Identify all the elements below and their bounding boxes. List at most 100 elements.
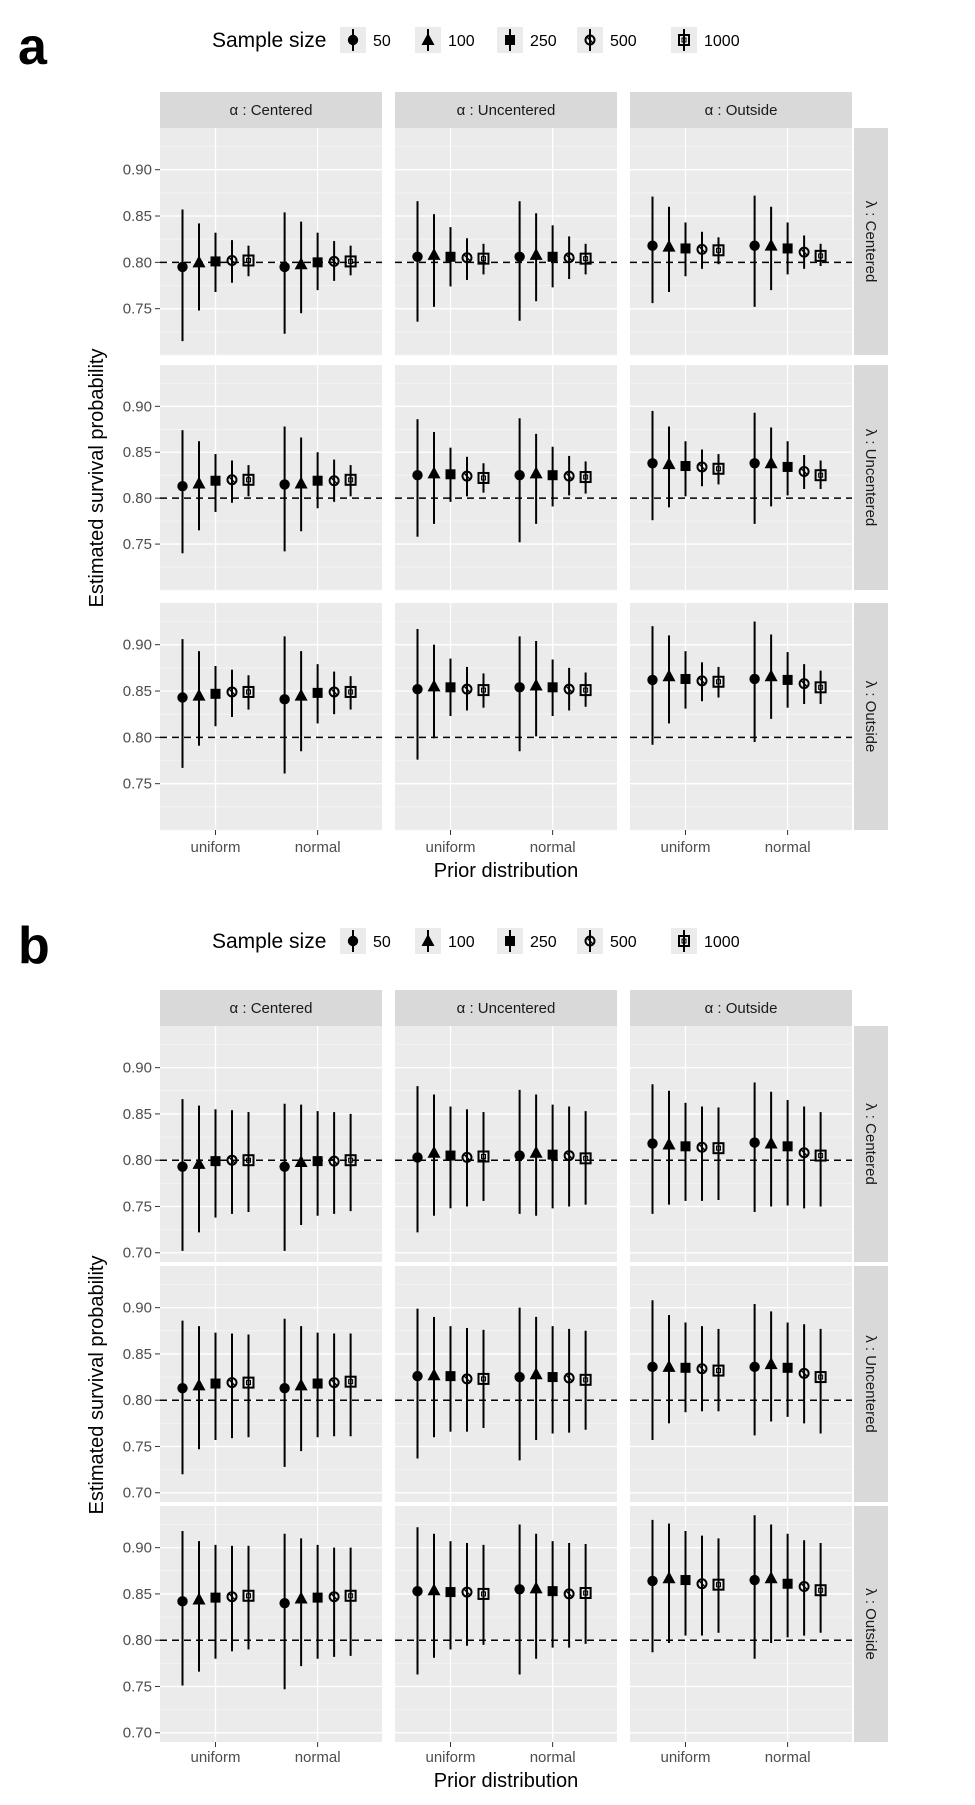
- point-marker: [294, 1155, 308, 1168]
- point-marker: [177, 1382, 188, 1394]
- point-marker-inner: [716, 679, 721, 685]
- point-marker: [177, 1596, 188, 1607]
- point-marker: [579, 1152, 592, 1165]
- point-marker: [412, 251, 423, 262]
- panel-background: [160, 128, 382, 355]
- point-marker: [529, 1145, 543, 1158]
- y-tick-label: 0.80: [123, 1392, 152, 1409]
- point-marker: [294, 1591, 308, 1604]
- y-tick-label: 0.80: [123, 1152, 152, 1169]
- point-marker: [242, 685, 255, 698]
- point-marker: [328, 475, 340, 487]
- facet-panel: [395, 603, 617, 831]
- point-marker: [445, 1587, 456, 1598]
- column-strip: [395, 92, 617, 128]
- row-strip: [854, 128, 888, 355]
- y-tick-label: 0.75: [123, 1678, 152, 1695]
- point-marker: [344, 1375, 357, 1388]
- point-marker: [412, 1370, 423, 1382]
- point-marker: [294, 688, 308, 701]
- point-marker: [226, 254, 238, 266]
- legend-key-marker: [421, 934, 435, 946]
- point-marker: [242, 1589, 255, 1602]
- point-marker: [477, 1150, 490, 1163]
- point-marker: [680, 1141, 691, 1152]
- facet-panel: [630, 1266, 852, 1502]
- point-marker: [477, 252, 490, 265]
- point-marker-inner: [348, 258, 354, 264]
- point-marker: [461, 683, 473, 695]
- point-marker-inner: [583, 474, 589, 480]
- point-marker: [192, 1156, 206, 1169]
- point-marker: [814, 249, 827, 262]
- point-marker-cross: [800, 467, 809, 476]
- point-marker: [412, 1152, 423, 1163]
- point-marker: [427, 247, 441, 260]
- point-marker: [210, 688, 221, 699]
- point-marker-inner: [818, 253, 824, 259]
- point-marker-inner: [481, 1376, 486, 1382]
- facet-panel: [630, 603, 852, 831]
- point-marker: [279, 1382, 290, 1394]
- point-marker-cross: [565, 1373, 574, 1383]
- point-marker: [696, 461, 708, 473]
- column-strip: [160, 92, 382, 128]
- x-tick-label: normal: [530, 1749, 576, 1766]
- point-marker-cross: [800, 1582, 809, 1591]
- point-marker: [226, 1377, 238, 1389]
- row-strip-label: λ : Uncentered: [862, 429, 879, 527]
- y-tick-label: 0.85: [123, 1346, 152, 1363]
- point-marker: [680, 673, 691, 684]
- point-marker: [798, 1581, 810, 1593]
- point-marker: [529, 678, 543, 691]
- y-tick-label: 0.75: [123, 1198, 152, 1215]
- legend-title: Sample size: [212, 29, 326, 52]
- point-marker: [279, 1597, 290, 1609]
- point-marker: [427, 1145, 441, 1158]
- point-marker: [210, 1156, 221, 1167]
- point-marker: [662, 669, 676, 682]
- point-marker: [696, 1578, 708, 1590]
- point-marker: [579, 1373, 592, 1386]
- point-marker-inner: [246, 257, 251, 263]
- point-marker: [192, 1592, 206, 1605]
- point-marker: [798, 678, 810, 690]
- point-marker: [547, 1372, 558, 1383]
- point-marker: [782, 243, 793, 254]
- point-marker: [312, 1592, 323, 1603]
- point-marker-cross: [697, 245, 707, 254]
- point-marker-inner: [481, 1591, 486, 1597]
- point-marker-inner: [716, 466, 721, 472]
- point-marker-cross: [330, 257, 339, 266]
- point-marker-cross: [330, 1378, 339, 1387]
- point-marker: [312, 687, 323, 698]
- point-marker-cross: [462, 1153, 472, 1162]
- column-strip: [395, 990, 617, 1026]
- point-marker: [696, 675, 708, 687]
- facet-panel: [160, 128, 382, 356]
- point-marker-inner: [583, 1377, 589, 1383]
- point-marker: [312, 1156, 323, 1167]
- point-marker-cross: [565, 1151, 574, 1160]
- point-marker: [427, 1583, 441, 1596]
- point-marker: [547, 1586, 558, 1597]
- point-marker-inner: [818, 1587, 824, 1593]
- point-marker: [647, 240, 658, 251]
- point-marker: [749, 1137, 760, 1148]
- point-marker: [563, 252, 575, 264]
- y-tick-label: 0.85: [123, 444, 152, 461]
- point-marker: [226, 474, 238, 486]
- point-marker-inner: [246, 1157, 251, 1163]
- point-marker: [242, 1376, 255, 1389]
- point-marker: [547, 682, 558, 693]
- facet-panel: [630, 365, 852, 591]
- point-marker-inner: [348, 477, 354, 483]
- x-tick-label: normal: [530, 839, 576, 856]
- panel-background: [160, 603, 382, 830]
- panel-background: [395, 603, 617, 830]
- y-tick-label: 0.80: [123, 1632, 152, 1649]
- point-marker: [798, 466, 810, 478]
- point-marker: [814, 1584, 827, 1597]
- point-marker: [445, 1371, 456, 1382]
- row-strip-label: λ : Centered: [862, 201, 879, 283]
